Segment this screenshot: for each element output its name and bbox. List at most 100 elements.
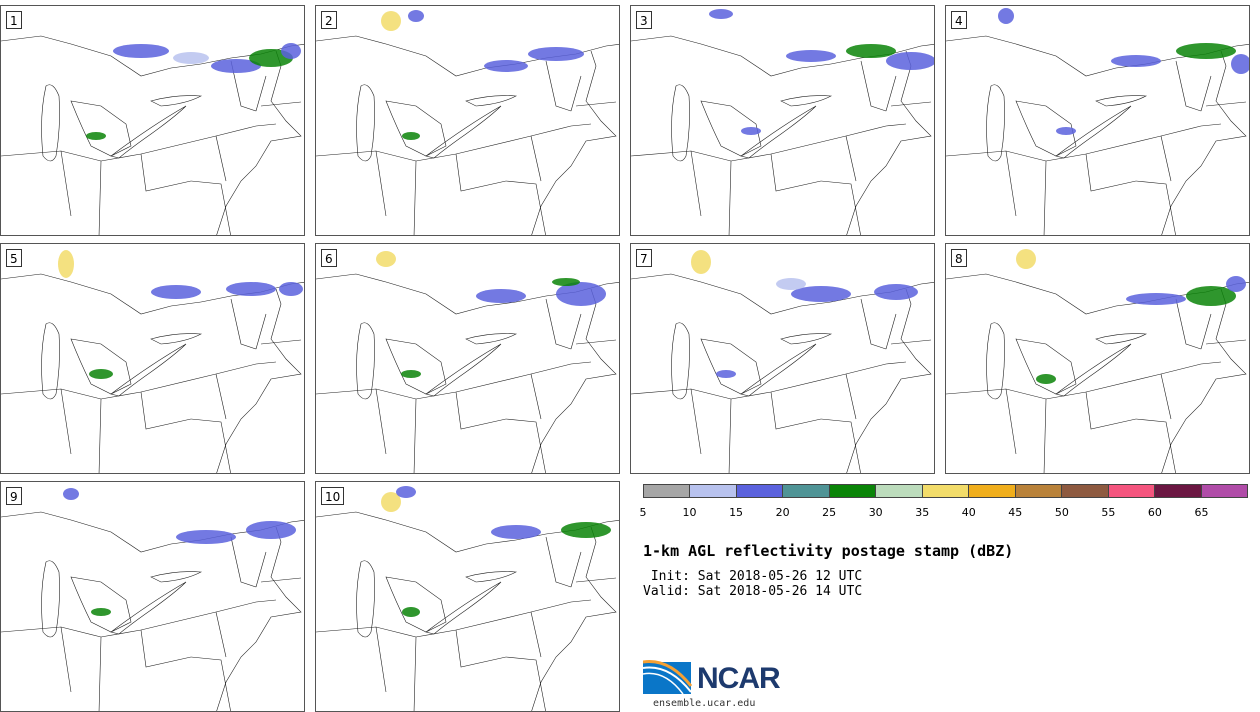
map-boundary-line bbox=[530, 361, 592, 375]
map-boundary-line bbox=[1015, 100, 1077, 157]
map-boundary-line bbox=[545, 298, 617, 350]
member-panel-6: 6 bbox=[315, 243, 620, 474]
panel-label: 4 bbox=[951, 11, 967, 29]
reflectivity-echo bbox=[279, 282, 303, 296]
map-boundary-line bbox=[316, 373, 532, 400]
map-boundary-line bbox=[425, 343, 502, 397]
map-boundary-line bbox=[1005, 150, 1137, 235]
map-boundary-line bbox=[740, 105, 817, 159]
map-boundary-line bbox=[150, 333, 203, 345]
reflectivity-colorbar bbox=[643, 484, 1248, 498]
panel-label: 5 bbox=[6, 249, 22, 267]
reflectivity-echo bbox=[1016, 249, 1036, 269]
map-boundary-line bbox=[385, 576, 447, 633]
site-url: ensemble.ucar.edu bbox=[653, 698, 756, 709]
panel-label: 8 bbox=[951, 249, 967, 267]
map-boundary-line bbox=[385, 100, 447, 157]
reflectivity-echo bbox=[874, 284, 918, 300]
colorbar-segment bbox=[1062, 485, 1109, 497]
map-boundary-line bbox=[1, 511, 202, 553]
member-panel-2: 2 bbox=[315, 5, 620, 236]
map-boundary-line bbox=[820, 135, 861, 235]
map-boundary-line bbox=[545, 536, 617, 588]
reflectivity-echo bbox=[89, 369, 113, 379]
map-boundary-line bbox=[216, 50, 302, 235]
colorbar-segment bbox=[644, 485, 691, 497]
reflectivity-echo bbox=[484, 60, 528, 72]
map-boundary-line bbox=[671, 322, 690, 400]
map-boundary-line bbox=[860, 298, 932, 350]
map-boundary-line bbox=[230, 536, 302, 588]
map-boundary-line bbox=[215, 123, 277, 137]
reflectivity-echo bbox=[691, 250, 711, 274]
reflectivity-echo bbox=[91, 608, 111, 616]
map-boundary-line bbox=[690, 388, 822, 473]
map-boundary-line bbox=[1095, 95, 1148, 107]
member-panel-5: 5 bbox=[0, 243, 305, 474]
reflectivity-echo bbox=[998, 8, 1014, 24]
map-boundary-line bbox=[505, 611, 546, 711]
reflectivity-echo bbox=[1231, 54, 1249, 74]
map-boundary-line bbox=[465, 571, 518, 583]
reflectivity-echo bbox=[1186, 286, 1236, 306]
map-boundary-line bbox=[860, 60, 932, 112]
map-boundary-line bbox=[780, 333, 833, 345]
member-panel-8: 8 bbox=[945, 243, 1250, 474]
product-title: 1-km AGL reflectivity postage stamp (dBZ… bbox=[643, 542, 1014, 560]
reflectivity-echo bbox=[402, 607, 420, 617]
map-boundary-line bbox=[671, 84, 690, 162]
map-boundary-line bbox=[845, 123, 907, 137]
map-boundary-line bbox=[1, 273, 202, 315]
colorbar-tick-label: 30 bbox=[868, 506, 883, 519]
colorbar-ticks: 5 10 15 20 25 30 35 40 45 50 55 60 65 bbox=[640, 506, 1248, 520]
map-boundary-line bbox=[41, 322, 60, 400]
reflectivity-echo bbox=[408, 10, 424, 22]
map-boundary-line bbox=[425, 581, 502, 635]
map-boundary-line bbox=[316, 35, 517, 77]
reflectivity-echo bbox=[1036, 374, 1056, 384]
map-boundary-line bbox=[530, 599, 592, 613]
map-boundary-line bbox=[356, 322, 375, 400]
map-boundary-line bbox=[545, 60, 617, 112]
map-boundary-line bbox=[505, 135, 546, 235]
colorbar-segment bbox=[1155, 485, 1202, 497]
map-canvas bbox=[316, 486, 619, 711]
map-boundary-line bbox=[700, 338, 762, 395]
reflectivity-echo bbox=[173, 52, 209, 64]
map-boundary-line bbox=[216, 526, 302, 711]
map-boundary-line bbox=[820, 373, 861, 473]
map-boundary-line bbox=[1, 35, 202, 77]
map-boundary-line bbox=[1161, 50, 1247, 235]
map-boundary-line bbox=[375, 150, 507, 235]
map-boundary-line bbox=[1015, 338, 1077, 395]
map-boundary-line bbox=[230, 298, 302, 350]
map-boundary-line bbox=[690, 150, 822, 235]
map-boundary-line bbox=[946, 35, 1147, 77]
map-boundary-line bbox=[150, 571, 203, 583]
map-boundary-line bbox=[215, 599, 277, 613]
reflectivity-echo bbox=[1056, 127, 1076, 135]
map-boundary-line bbox=[41, 84, 60, 162]
colorbar-tick-label: 20 bbox=[775, 506, 790, 519]
reflectivity-echo bbox=[556, 282, 606, 306]
map-boundary-line bbox=[946, 273, 1147, 315]
init-time: Init: Sat 2018-05-26 12 UTC bbox=[643, 569, 863, 584]
map-canvas bbox=[946, 249, 1249, 473]
colorbar-tick-label: 55 bbox=[1101, 506, 1116, 519]
map-boundary-line bbox=[230, 60, 302, 112]
map-boundary-line bbox=[385, 338, 447, 395]
map-boundary-line bbox=[215, 361, 277, 375]
colorbar-tick-label: 65 bbox=[1194, 506, 1209, 519]
map-boundary-line bbox=[190, 135, 231, 235]
reflectivity-echo bbox=[561, 522, 611, 538]
map-boundary-line bbox=[60, 626, 192, 711]
reflectivity-echo bbox=[86, 132, 106, 140]
map-boundary-line bbox=[60, 150, 192, 235]
reflectivity-echo bbox=[113, 44, 169, 58]
reflectivity-echo bbox=[1126, 293, 1186, 305]
colorbar-segment bbox=[922, 485, 970, 497]
reflectivity-echo bbox=[709, 9, 733, 19]
map-canvas bbox=[1, 250, 304, 473]
map-boundary-line bbox=[110, 105, 187, 159]
map-boundary-line bbox=[1135, 373, 1176, 473]
